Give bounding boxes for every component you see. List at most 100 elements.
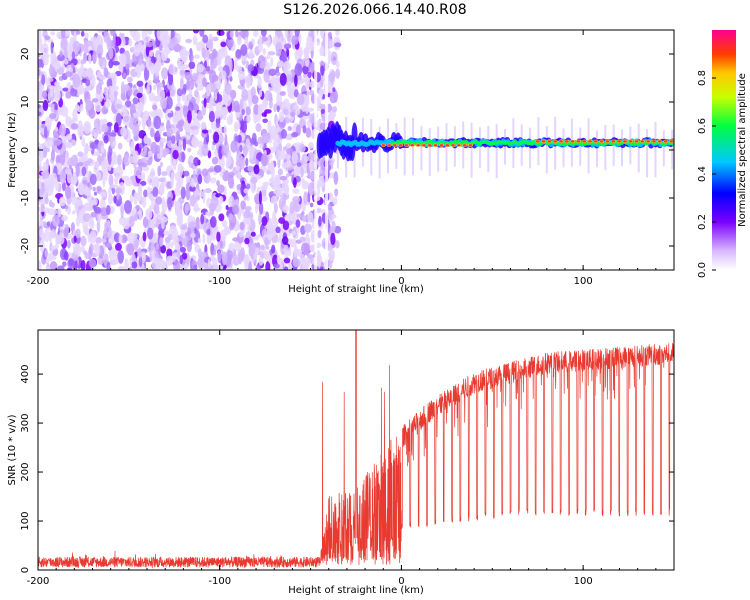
noise-blob xyxy=(142,231,147,242)
noise-blob xyxy=(299,236,306,243)
noise-blob xyxy=(268,68,277,76)
noise-blob xyxy=(276,187,284,196)
signal-streak xyxy=(445,123,448,172)
noise-blob xyxy=(101,123,109,133)
noise-blob xyxy=(59,170,66,184)
noise-blob xyxy=(286,148,294,155)
noise-blob xyxy=(197,237,202,244)
noise-blob xyxy=(160,217,169,223)
noise-blob xyxy=(112,61,120,66)
noise-blob xyxy=(193,264,198,270)
noise-blob xyxy=(103,135,109,144)
noise-blob xyxy=(152,84,157,91)
noise-blob xyxy=(213,89,219,94)
noise-blob xyxy=(217,184,225,194)
noise-blob xyxy=(335,68,340,79)
noise-blob xyxy=(310,61,315,74)
noise-blob xyxy=(140,251,146,259)
noise-blob xyxy=(63,227,69,239)
noise-blob xyxy=(332,197,338,206)
noise-blob xyxy=(185,139,193,145)
noise-blob xyxy=(128,215,135,228)
noise-blob xyxy=(334,42,342,48)
noise-blob xyxy=(83,202,91,212)
dominant-peak xyxy=(599,140,604,143)
noise-blob xyxy=(71,51,76,60)
noise-blob xyxy=(41,74,46,86)
noise-blob xyxy=(266,35,272,48)
noise-blob xyxy=(106,261,111,270)
dominant-peak xyxy=(468,144,473,147)
spec-y-tick-label: -10 xyxy=(20,190,31,206)
noise-blob xyxy=(266,54,271,60)
noise-blob xyxy=(242,144,248,157)
noise-blob xyxy=(224,134,228,147)
noise-blob xyxy=(286,173,290,178)
noise-blob xyxy=(208,69,217,84)
noise-blob xyxy=(163,230,171,236)
noise-blob xyxy=(196,41,203,52)
noise-blob xyxy=(202,34,209,44)
noise-blob xyxy=(114,188,123,194)
noise-blob xyxy=(252,30,259,37)
noise-blob xyxy=(176,215,183,227)
noise-blob xyxy=(54,126,59,132)
dominant-peak xyxy=(427,144,432,147)
noise-blob xyxy=(286,80,292,94)
dominant-peak xyxy=(387,144,391,147)
noise-blob xyxy=(244,205,252,212)
noise-blob xyxy=(57,208,62,218)
dominant-peak xyxy=(576,140,581,143)
noise-blob xyxy=(179,254,183,265)
dominant-peak xyxy=(617,140,621,143)
noise-blob xyxy=(275,42,283,54)
noise-blob xyxy=(79,246,86,253)
noise-blob xyxy=(49,86,54,98)
noise-blob xyxy=(291,230,297,236)
noise-blob xyxy=(224,82,232,95)
noise-blob xyxy=(217,250,222,264)
noise-blob xyxy=(195,194,201,201)
noise-blob xyxy=(182,170,190,177)
noise-blob xyxy=(96,185,102,192)
noise-blob xyxy=(187,227,192,241)
noise-blob xyxy=(307,211,314,223)
noise-blob xyxy=(262,132,271,144)
noise-blob xyxy=(48,103,55,108)
noise-blob xyxy=(134,125,139,136)
noise-blob xyxy=(100,145,105,154)
noise-blob xyxy=(246,114,251,123)
noise-blob xyxy=(63,250,69,261)
noise-blob xyxy=(239,98,244,110)
noise-blob xyxy=(107,193,113,205)
noise-blob xyxy=(264,236,269,247)
noise-blob xyxy=(126,242,135,256)
noise-blob xyxy=(276,254,281,265)
noise-blob xyxy=(222,169,230,182)
noise-blob xyxy=(272,83,277,92)
noise-blob xyxy=(219,229,227,242)
dominant-peak xyxy=(582,140,587,143)
noise-blob xyxy=(65,150,69,163)
noise-blob xyxy=(258,212,262,225)
noise-blob xyxy=(74,199,78,214)
noise-blob xyxy=(150,56,157,64)
noise-blob xyxy=(184,71,193,81)
noise-blob xyxy=(216,93,223,103)
noise-blob xyxy=(151,258,159,270)
dominant-peak xyxy=(457,144,461,147)
noise-blob xyxy=(172,149,179,160)
noise-blob xyxy=(113,233,118,242)
noise-blob xyxy=(290,30,294,38)
noise-blob xyxy=(167,42,176,49)
noise-blob xyxy=(272,130,279,142)
spectrogram-marks xyxy=(38,30,674,270)
noise-blob xyxy=(204,188,212,194)
noise-blob xyxy=(81,67,89,78)
noise-blob xyxy=(122,221,130,230)
signal-streak xyxy=(579,127,582,166)
noise-blob xyxy=(147,30,153,36)
noise-blob xyxy=(41,193,45,208)
noise-blob xyxy=(248,242,256,256)
noise-blob xyxy=(158,177,165,183)
